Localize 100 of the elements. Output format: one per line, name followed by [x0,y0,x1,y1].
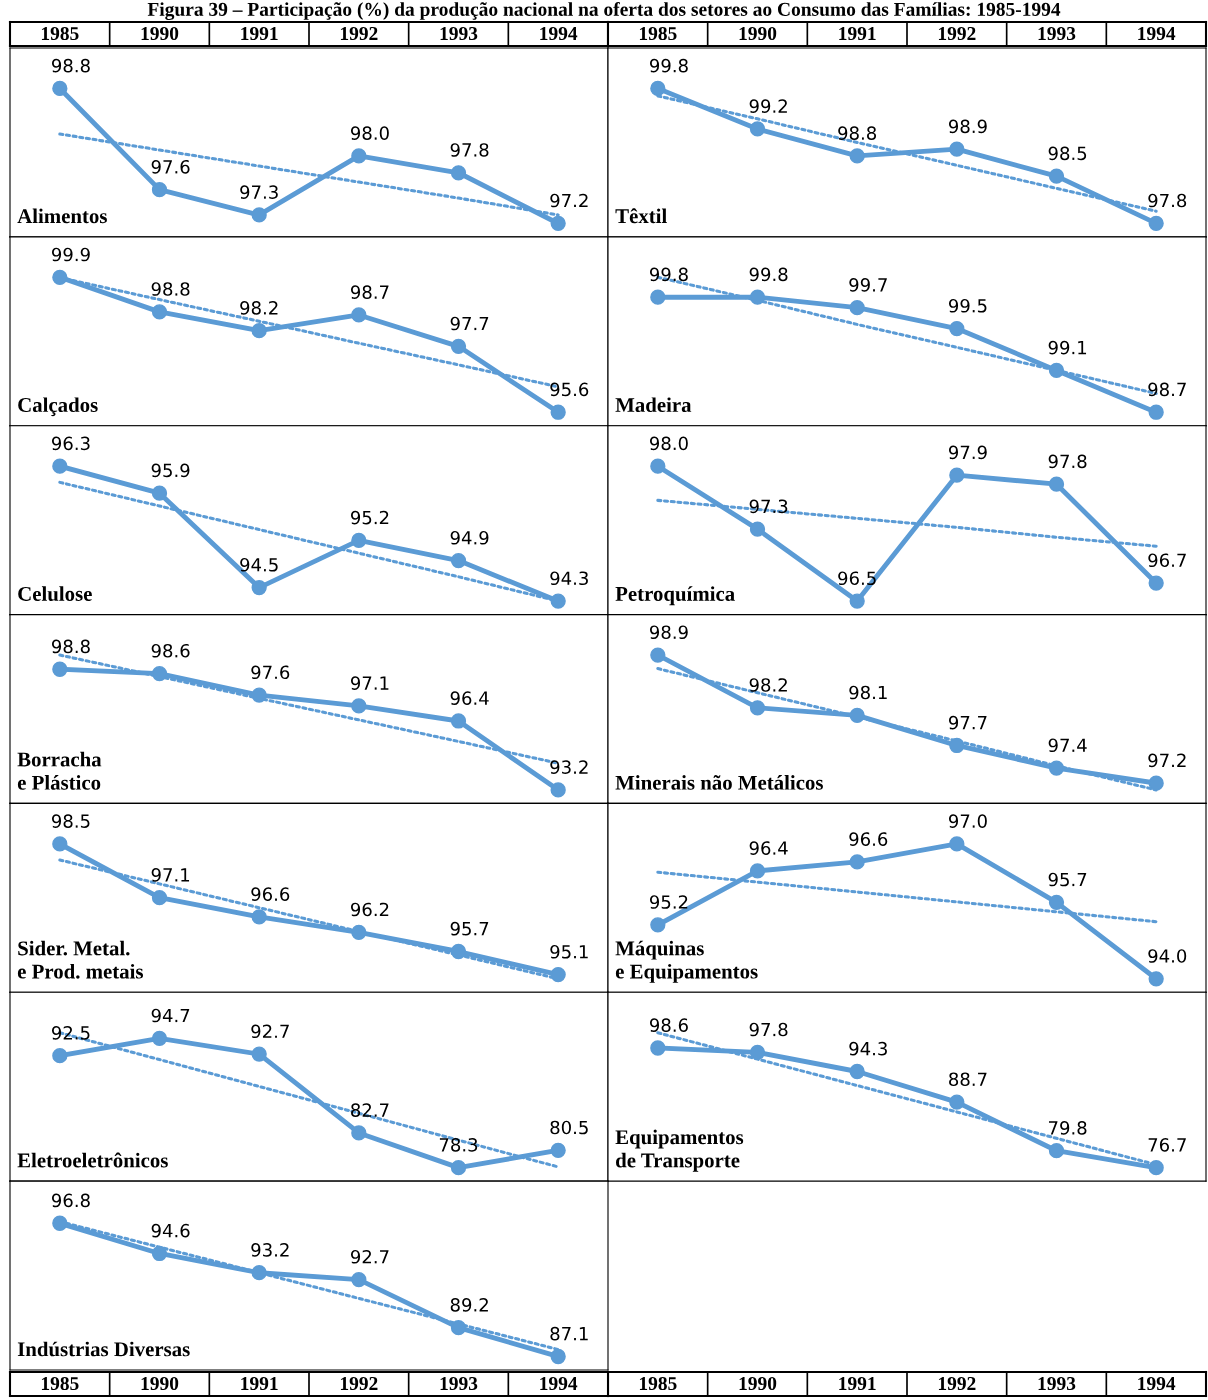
x-tick-label: 1992 [938,27,976,41]
data-label: 94.3 [550,571,588,586]
point [251,909,267,925]
data-label: 92.7 [350,1249,389,1264]
data-label: 98.9 [948,119,987,134]
data-label: 95.7 [450,921,489,936]
data-label: 98.8 [51,639,90,654]
data-label: 80.5 [550,1120,588,1135]
x-tick-label: 1994 [1138,27,1176,41]
point [351,1125,367,1141]
data-label: 93.2 [251,1243,289,1257]
data-label: 94.3 [849,1041,887,1056]
point [550,593,566,609]
data-label: 98.6 [151,643,190,658]
point [52,1048,68,1064]
point [251,207,267,223]
point [550,215,566,232]
point [351,1271,367,1288]
data-label: 98.9 [649,625,688,640]
data-label: 96.4 [749,841,788,855]
point [1148,1160,1164,1176]
data-label: 95.6 [550,382,589,397]
x-tick-label: 1990 [141,26,179,41]
data-label: 94.0 [1148,949,1187,963]
point [849,148,865,164]
data-label: 88.7 [949,1072,987,1087]
point [949,320,965,337]
text: Indústrias Diversas [17,1341,190,1357]
data-label: 94.9 [450,530,489,545]
point [450,713,467,729]
data-label: 94.5 [240,557,278,572]
point [1048,362,1065,379]
point [52,458,68,474]
x-tick-label: 1993 [1038,27,1076,41]
point [650,80,666,97]
point [949,1094,965,1110]
text: Eletroeletrônicos [17,1152,168,1168]
data-label: 96.6 [849,832,888,846]
data-label: 92.7 [251,1024,289,1039]
x-tick-label: 1993 [440,27,478,41]
x-tick-label: 1992 [938,1377,976,1391]
point [650,458,666,474]
point [550,1142,566,1158]
data-label: 97.6 [151,159,190,174]
data-label: 95.9 [151,463,190,478]
point [550,782,566,798]
data-label: 98.2 [749,678,787,692]
point [1148,971,1164,987]
data-label: 99.8 [749,267,788,282]
point [52,661,68,677]
text: Minerais não Metálicos [615,775,823,790]
point [251,1046,267,1062]
data-label: 98.0 [649,436,688,451]
data-label: 97.4 [1048,738,1087,753]
data-label: 97.8 [1048,454,1087,469]
data-label: 97.8 [749,1022,788,1037]
point [949,467,965,483]
data-label: 96.2 [350,902,389,917]
point [849,1063,865,1080]
point [450,552,467,569]
data-label: 99.7 [849,278,887,292]
data-label: 97.2 [550,193,588,208]
text: Petroquímica [615,586,735,606]
data-label: 95.1 [550,944,588,959]
point [749,700,766,716]
text: Madeira [615,397,692,413]
point [151,485,168,501]
point [351,148,367,164]
x-tick-label: 1990 [739,1376,777,1391]
point [1048,760,1065,776]
data-label: 95.2 [350,510,389,525]
x-tick-label: 1991 [241,27,278,41]
data-label: 94.6 [151,1223,190,1238]
data-label: 99.5 [948,298,987,313]
point [650,1040,666,1056]
data-label: 98.2 [240,301,278,315]
point [1148,575,1164,591]
text: Sider. Metal. e Prod. metais [17,940,143,979]
point [749,863,766,879]
data-label: 99.8 [649,267,688,282]
point [949,836,965,852]
point [749,521,766,537]
point [650,647,666,663]
data-label: 98.7 [350,285,389,299]
data-label: 96.7 [1148,553,1186,568]
point [52,80,68,97]
x-tick-label: 1990 [141,1376,179,1391]
data-label: 87.1 [550,1326,588,1341]
data-label: 98.0 [350,126,389,140]
point [251,323,267,339]
point [251,1265,267,1281]
point [849,707,865,723]
data-label: 76.7 [1148,1138,1186,1152]
point [450,338,467,354]
data-label: 97.0 [948,814,987,828]
point [1148,775,1164,791]
data-label: 97.7 [450,316,489,331]
data-label: 97.9 [948,445,987,460]
point [550,404,566,420]
point [1148,215,1164,232]
